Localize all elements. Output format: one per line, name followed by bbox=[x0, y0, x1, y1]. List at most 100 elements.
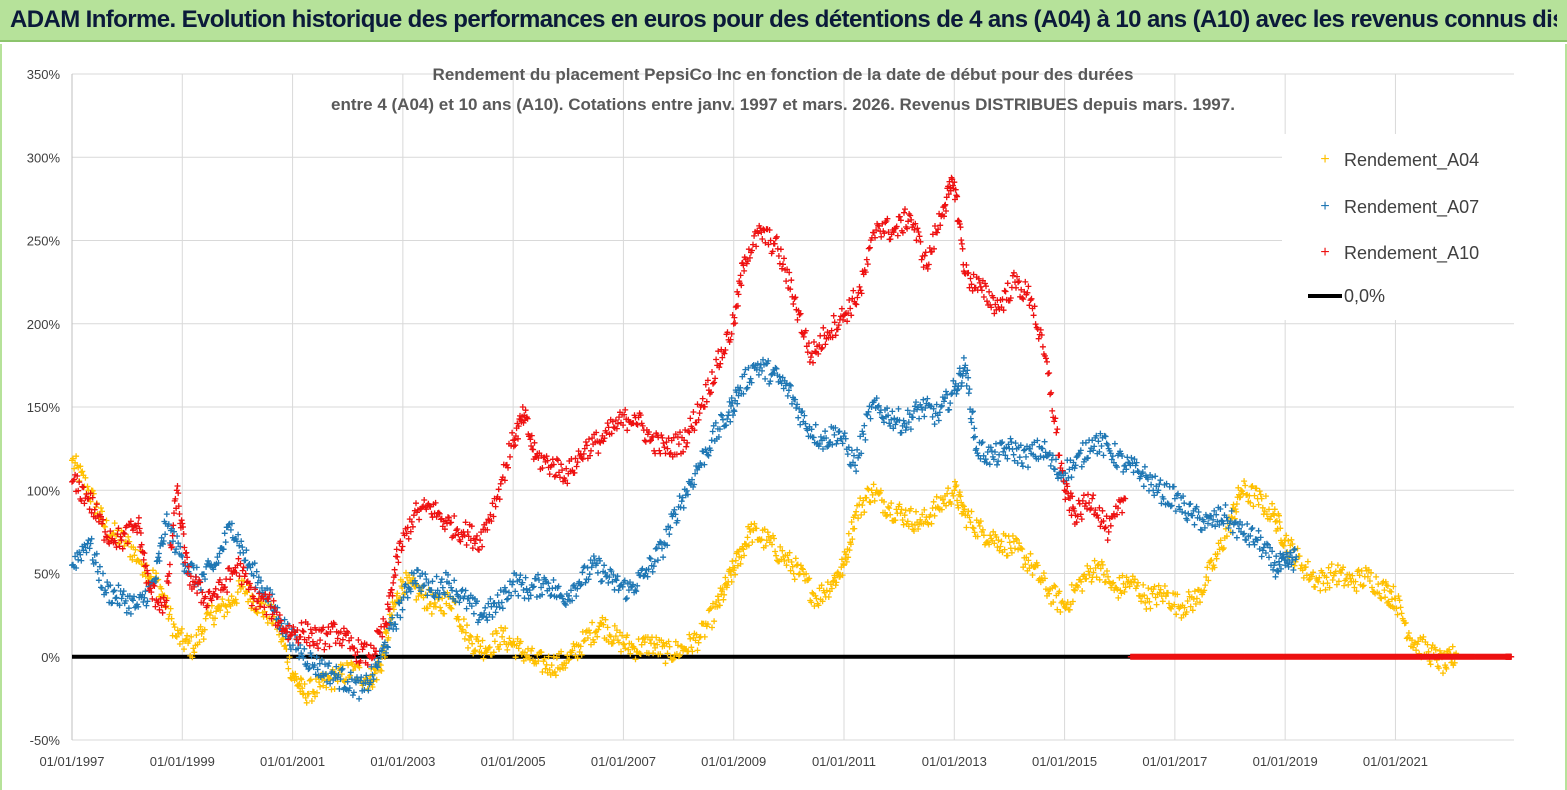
cloud-mark bbox=[685, 428, 692, 435]
cloud-mark bbox=[717, 360, 724, 367]
cloud-mark bbox=[819, 344, 826, 351]
cloud-mark bbox=[1394, 611, 1401, 618]
cloud-mark bbox=[246, 580, 253, 587]
cloud-mark bbox=[783, 562, 790, 569]
cloud-mark bbox=[506, 589, 512, 596]
cloud-mark bbox=[441, 526, 448, 533]
cloud-mark bbox=[586, 627, 592, 634]
cloud-mark bbox=[522, 407, 529, 414]
cloud-mark bbox=[926, 245, 933, 251]
cloud-mark bbox=[448, 584, 455, 591]
cloud-mark bbox=[210, 566, 217, 573]
cloud-mark bbox=[81, 541, 88, 548]
cloud-mark bbox=[418, 588, 425, 595]
cloud-mark bbox=[168, 544, 175, 550]
cloud-mark bbox=[1277, 525, 1284, 532]
cloud-mark bbox=[786, 269, 793, 276]
cloud-mark bbox=[1024, 289, 1031, 296]
cloud-mark bbox=[298, 619, 305, 626]
cloud-mark bbox=[1341, 582, 1348, 589]
cloud-mark bbox=[1013, 284, 1019, 291]
cloud-mark bbox=[779, 374, 786, 381]
cloud-mark bbox=[1273, 553, 1280, 560]
cloud-mark bbox=[116, 543, 123, 550]
cloud-mark bbox=[568, 587, 574, 594]
cloud-mark bbox=[741, 371, 748, 378]
cloud-mark bbox=[348, 676, 355, 683]
cloud-mark bbox=[1015, 279, 1022, 286]
cloud-mark bbox=[621, 411, 628, 418]
cloud-mark bbox=[787, 286, 794, 293]
cloud-mark bbox=[745, 364, 752, 371]
cloud-mark bbox=[1161, 583, 1168, 589]
cloud-mark bbox=[380, 615, 387, 622]
cloud-mark bbox=[935, 505, 942, 512]
cloud-mark bbox=[110, 588, 117, 595]
cloud-mark bbox=[705, 452, 712, 459]
cloud-mark bbox=[818, 346, 825, 352]
data-point bbox=[1381, 587, 1388, 594]
cloud-mark bbox=[130, 597, 136, 604]
cloud-mark bbox=[858, 511, 865, 518]
cloud-mark bbox=[1239, 521, 1246, 528]
cloud-mark bbox=[805, 340, 812, 347]
cloud-mark bbox=[323, 630, 330, 637]
cloud-mark bbox=[787, 382, 794, 389]
cloud-mark bbox=[1017, 442, 1024, 449]
cloud-mark bbox=[691, 481, 698, 488]
cloud-mark bbox=[421, 497, 428, 503]
cloud-mark bbox=[1165, 589, 1171, 596]
cloud-mark bbox=[866, 244, 873, 251]
cloud-mark bbox=[603, 429, 610, 436]
cloud-mark bbox=[1149, 590, 1156, 597]
cloud-mark bbox=[1353, 588, 1360, 595]
cloud-mark bbox=[266, 591, 273, 598]
cloud-mark bbox=[983, 459, 990, 466]
cloud-mark bbox=[499, 474, 506, 481]
cloud-mark bbox=[1247, 532, 1254, 539]
cloud-mark bbox=[491, 638, 498, 645]
cloud-mark bbox=[876, 223, 883, 229]
cloud-mark bbox=[436, 591, 443, 597]
cloud-mark bbox=[273, 609, 280, 616]
data-point bbox=[317, 683, 324, 690]
cloud-mark bbox=[103, 517, 110, 524]
cloud-mark bbox=[1440, 670, 1446, 677]
cloud-mark bbox=[578, 581, 585, 588]
cloud-mark bbox=[1109, 453, 1116, 460]
cloud-mark bbox=[1057, 609, 1064, 615]
cloud-mark bbox=[907, 426, 914, 433]
data-point bbox=[118, 537, 125, 544]
cloud-mark bbox=[1275, 568, 1282, 575]
cloud-mark bbox=[405, 584, 412, 591]
cloud-mark bbox=[792, 555, 799, 562]
cloud-mark bbox=[1125, 459, 1132, 466]
cloud-mark bbox=[1073, 454, 1080, 461]
cloud-mark bbox=[96, 563, 103, 570]
cloud-mark bbox=[593, 429, 600, 436]
cloud-mark bbox=[183, 549, 190, 556]
cloud-mark bbox=[524, 415, 531, 422]
cloud-mark bbox=[1393, 605, 1400, 612]
cloud-mark bbox=[184, 632, 191, 639]
data-point bbox=[708, 437, 715, 444]
cloud-mark bbox=[469, 545, 476, 552]
cloud-mark bbox=[849, 536, 856, 543]
cloud-mark bbox=[1269, 548, 1276, 555]
data-point bbox=[890, 229, 897, 236]
cloud-mark bbox=[959, 502, 966, 509]
data-point bbox=[1072, 462, 1079, 469]
cloud-mark bbox=[1410, 644, 1416, 651]
cloud-mark bbox=[488, 518, 495, 525]
cloud-mark bbox=[651, 640, 658, 647]
cloud-mark bbox=[257, 603, 264, 610]
cloud-mark bbox=[842, 555, 849, 562]
cloud-mark bbox=[461, 593, 468, 600]
data-point bbox=[901, 512, 908, 519]
cloud-mark bbox=[305, 690, 312, 697]
cloud-mark bbox=[662, 450, 669, 457]
cloud-mark bbox=[586, 571, 593, 578]
cloud-mark bbox=[886, 420, 893, 427]
cloud-mark bbox=[306, 665, 313, 672]
cloud-mark bbox=[834, 437, 841, 444]
